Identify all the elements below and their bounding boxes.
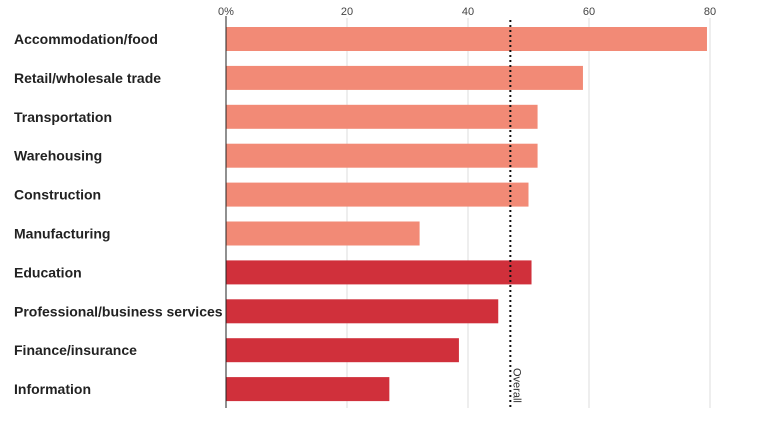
category-label: Information (14, 381, 91, 397)
category-label: Accommodation/food (14, 31, 158, 47)
category-label: Finance/insurance (14, 342, 137, 358)
category-label: Construction (14, 187, 101, 203)
bar-education (226, 260, 532, 285)
bar-information (226, 377, 390, 402)
bar-professional-business-services (226, 299, 499, 324)
bar-finance-insurance (226, 338, 459, 363)
bar-retail-wholesale-trade (226, 65, 583, 90)
overall-reference: Overall (509, 20, 522, 408)
x-tick-label-0: 0% (218, 6, 234, 18)
category-label: Manufacturing (14, 226, 110, 242)
x-tick-label-40: 40 (462, 6, 474, 18)
bar-warehousing (226, 143, 538, 168)
x-tick-label-80: 80 (704, 6, 716, 18)
overall-reference-label: Overall (510, 368, 522, 403)
bar-construction (226, 182, 529, 207)
bar-manufacturing (226, 221, 420, 246)
category-label: Education (14, 264, 82, 280)
category-label: Warehousing (14, 148, 102, 164)
category-labels: Accommodation/food Retail/wholesale trade… (14, 31, 223, 397)
x-tick-label-20: 20 (341, 6, 353, 18)
bar-transportation (226, 104, 538, 129)
x-axis-ticks: 0% 20 40 60 80 (218, 6, 716, 18)
category-label: Professional/business services (14, 303, 223, 319)
category-label: Transportation (14, 109, 112, 125)
x-tick-label-60: 60 (583, 6, 595, 18)
bars (226, 27, 707, 402)
category-label: Retail/wholesale trade (14, 70, 161, 86)
bar-accommodation-food (226, 27, 707, 51)
